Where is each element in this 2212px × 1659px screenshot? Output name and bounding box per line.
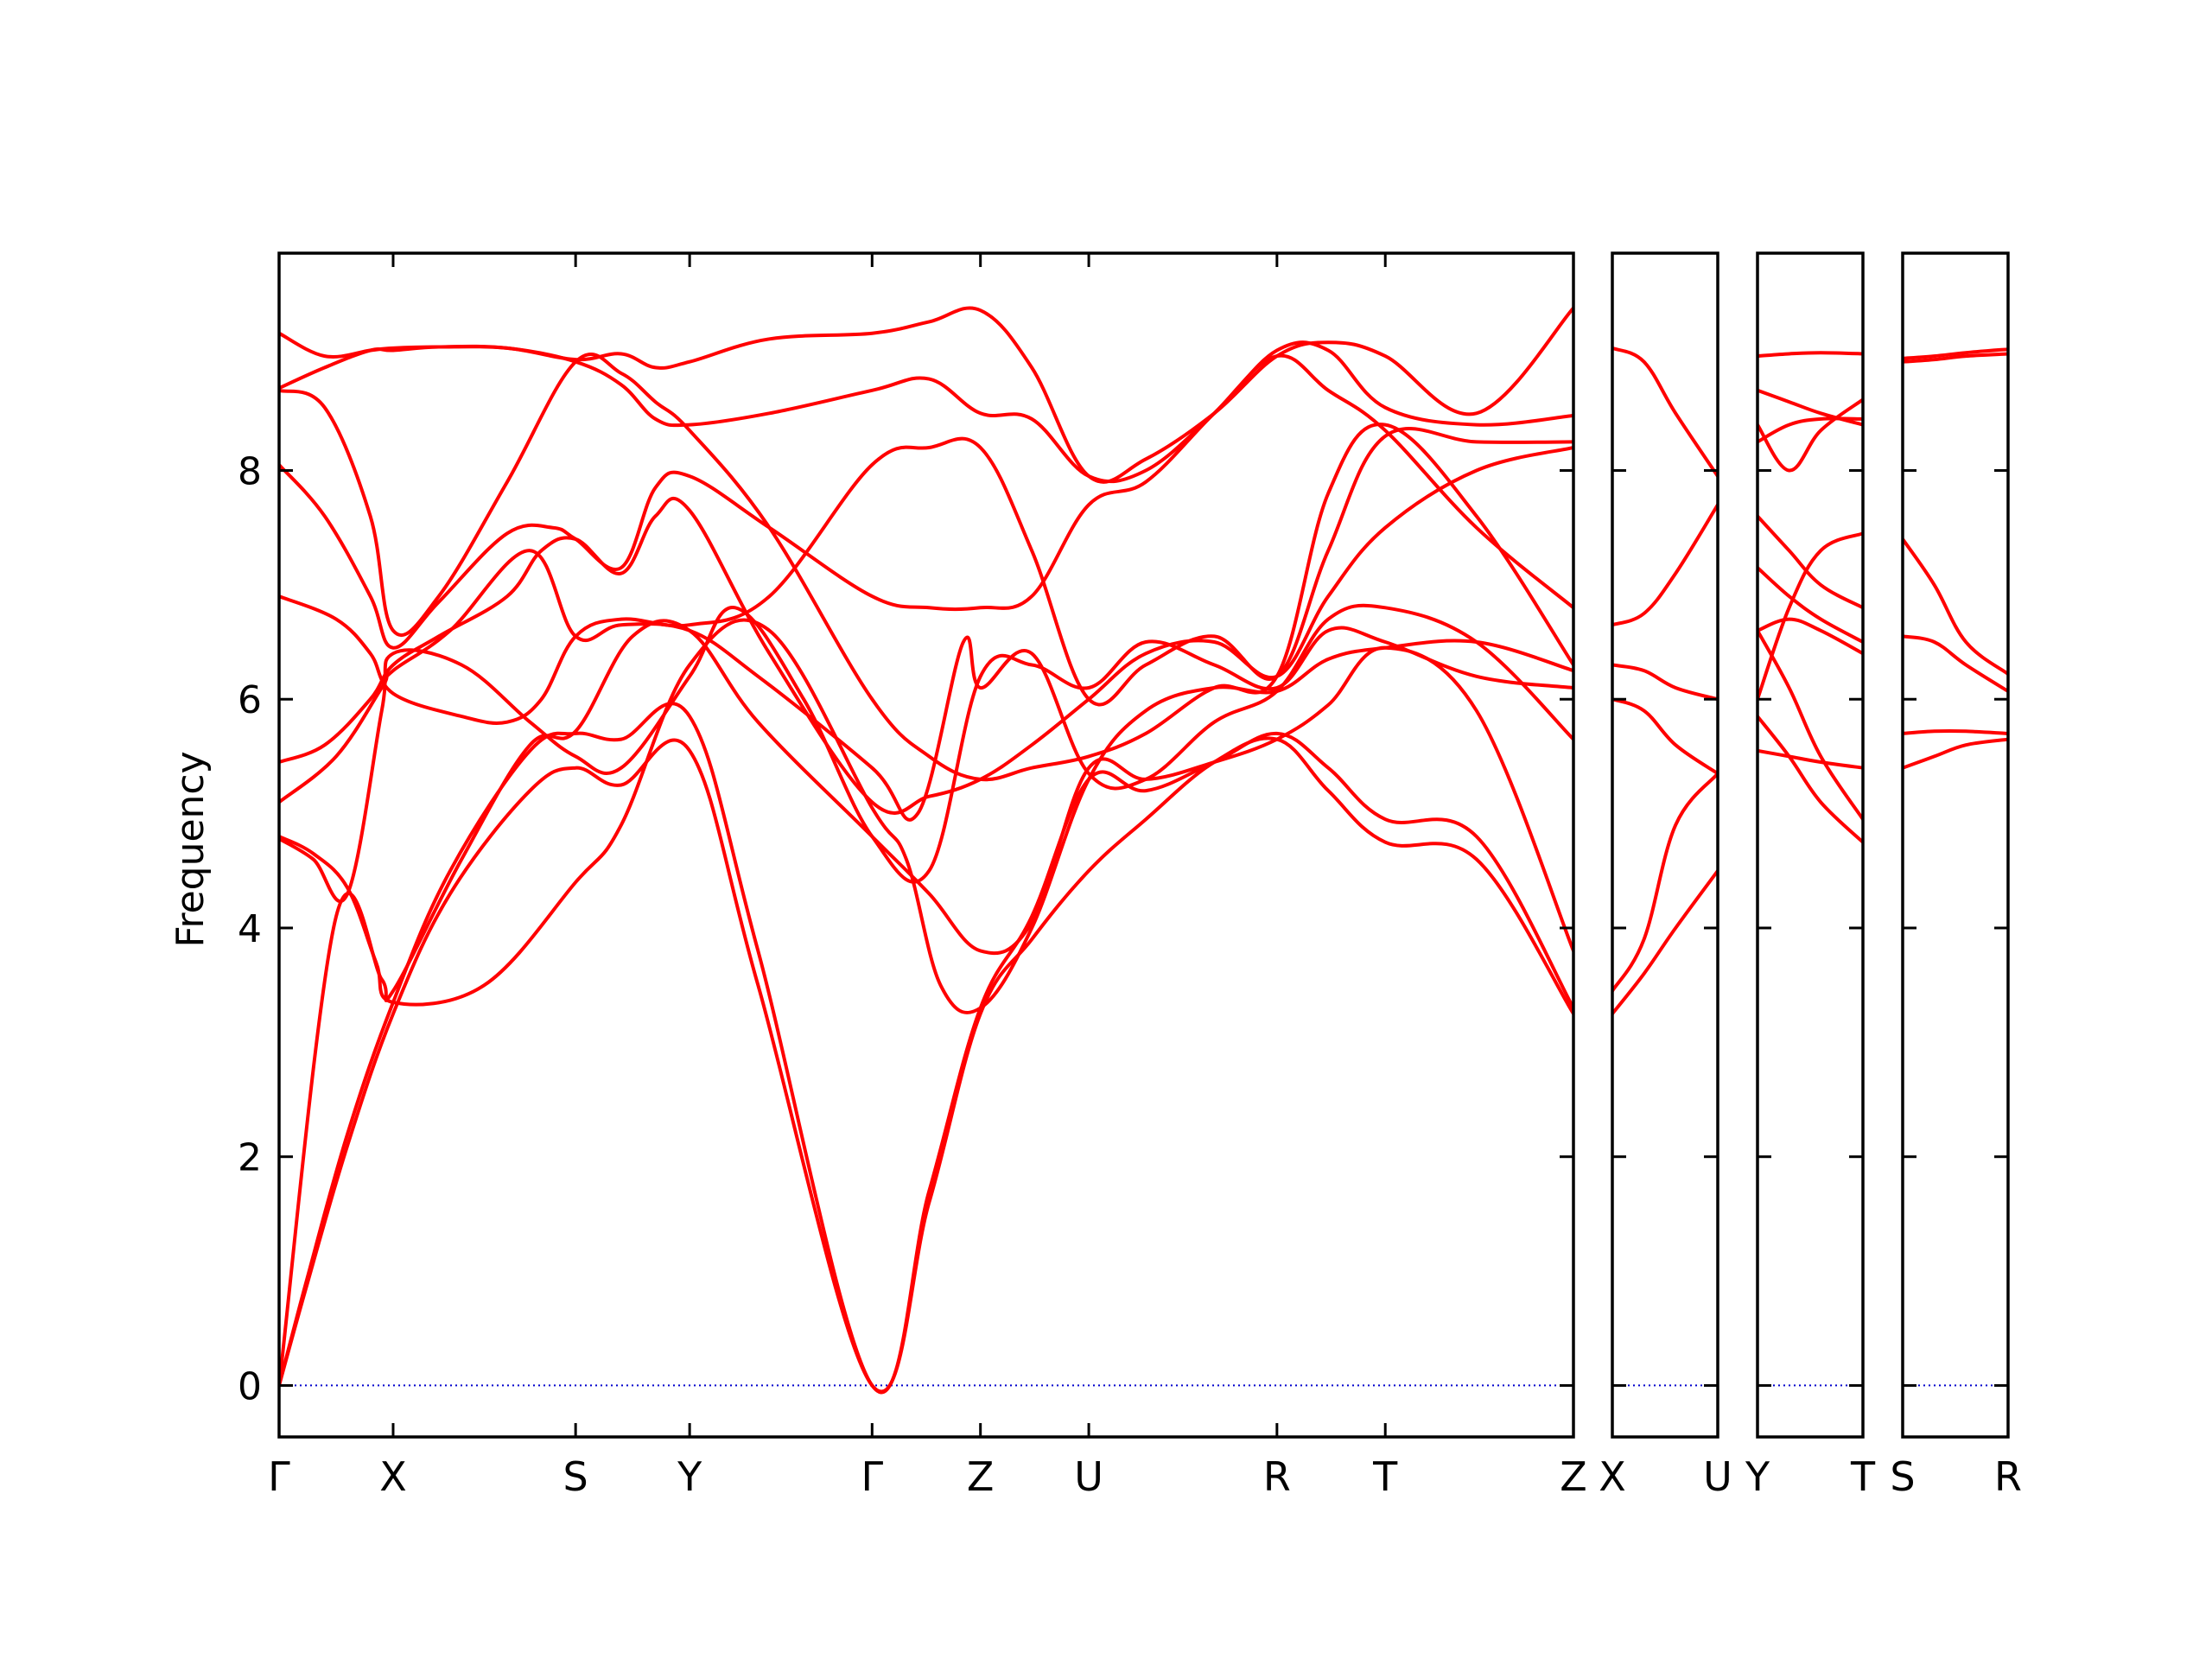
y-tick-label: 0: [238, 1364, 262, 1408]
y-tick-label: 8: [238, 449, 262, 493]
y-tick-label: 4: [238, 907, 262, 951]
phonon-branch-4: [1612, 663, 1718, 702]
panel-frame: [1611, 251, 1719, 1439]
phonon-branch-12: [279, 306, 1573, 484]
phonon-branch-11: [279, 340, 1573, 484]
phonon-branch-9: [1758, 397, 1863, 473]
branches-group: [279, 306, 1573, 1395]
kpoint-label: X: [379, 1453, 407, 1500]
kpoint-label: S: [563, 1453, 588, 1500]
phonon-branch-10: [279, 353, 1573, 782]
phonon-branch-4: [1903, 537, 2008, 677]
phonon-branch-6: [1758, 514, 1863, 610]
phonon-branch-4: [1758, 617, 1863, 656]
phonon-branch-3: [1903, 634, 2008, 693]
kpoint-label: R: [1263, 1453, 1291, 1500]
phonon-branch-6: [279, 549, 1573, 822]
phonon-branch-6: [1612, 346, 1718, 479]
kpoint-label: Y: [677, 1453, 702, 1500]
phonon-branch-2: [1758, 715, 1863, 844]
panel-frame: [1901, 251, 2010, 1439]
kpoint-label: U: [1074, 1453, 1103, 1500]
y-tick-label: 2: [238, 1136, 262, 1180]
branches-group: [1612, 346, 1718, 1016]
y-axis-label: Frequency: [168, 751, 213, 947]
phonon-branch-8: [279, 427, 1573, 726]
kpoint-label: T: [1372, 1453, 1398, 1500]
branches-group: [1758, 351, 1863, 844]
phonon-branch-2: [1612, 772, 1718, 993]
phonon-branch-5: [1758, 566, 1863, 644]
kpoint-label: S: [1890, 1453, 1915, 1500]
kpoint-label: Z: [967, 1453, 995, 1500]
phonon-branch-11: [1758, 351, 1863, 359]
kpoint-label: T: [1850, 1453, 1876, 1500]
phonon-branch-3: [1612, 697, 1718, 776]
panel-frame: [277, 251, 1575, 1439]
phonon-branch-7: [1758, 531, 1863, 702]
y-tick-label: 6: [238, 678, 262, 722]
kpoint-label: Y: [1745, 1453, 1770, 1500]
phonon-branch-5: [1612, 503, 1718, 627]
kpoint-label: Γ: [268, 1453, 290, 1500]
phonon-branch-6: [1903, 347, 2008, 360]
kpoint-label: R: [1994, 1453, 2022, 1500]
phonon-branch-7: [279, 446, 1573, 815]
kpoint-label: Z: [1560, 1453, 1587, 1500]
phonon-branch-1: [1612, 868, 1718, 1016]
phonon-branch-5: [279, 606, 1573, 904]
kpoint-label: X: [1599, 1453, 1626, 1500]
phonon-branch-10: [1758, 388, 1863, 427]
phonon-branch-1: [1903, 737, 2008, 770]
branches-group: [1903, 347, 2008, 770]
phonon-branch-1: [1758, 748, 1863, 770]
kpoint-label: Γ: [861, 1453, 883, 1500]
phonon-branch-5: [1903, 352, 2008, 364]
kpoint-label: U: [1703, 1453, 1732, 1500]
phonon-branch-2: [279, 702, 1573, 1395]
panel-frame: [1756, 251, 1865, 1439]
panel-1: 0 2 4 6 8 Γ X S Y Γ Z U R T Z: [238, 251, 1587, 1500]
phonon-branch-3: [279, 619, 1573, 1388]
phonon-branch-2: [1903, 728, 2008, 735]
phonon-branch-9: [279, 353, 1573, 650]
